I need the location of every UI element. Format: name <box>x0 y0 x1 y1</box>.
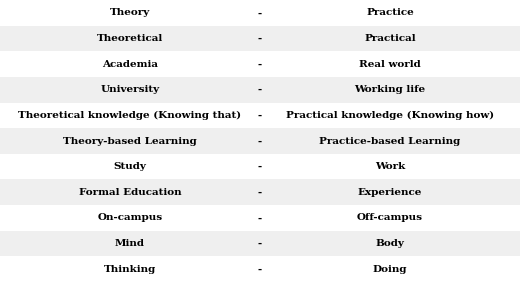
Bar <box>0 179 520 205</box>
Text: Doing: Doing <box>373 265 407 274</box>
Text: -: - <box>258 265 262 274</box>
Text: Study: Study <box>113 162 147 171</box>
Text: -: - <box>258 8 262 17</box>
Text: Real world: Real world <box>359 60 421 69</box>
Text: Body: Body <box>375 239 405 248</box>
Text: -: - <box>258 162 262 171</box>
Text: Thinking: Thinking <box>104 265 156 274</box>
Text: University: University <box>100 85 160 94</box>
Text: -: - <box>258 60 262 69</box>
Text: Practice: Practice <box>366 8 414 17</box>
Text: Working life: Working life <box>355 85 425 94</box>
Bar <box>0 77 520 103</box>
Text: -: - <box>258 85 262 94</box>
Text: Experience: Experience <box>358 188 422 197</box>
Text: -: - <box>258 213 262 222</box>
Text: Theory: Theory <box>110 8 150 17</box>
Text: Mind: Mind <box>115 239 145 248</box>
Text: Theory-based Learning: Theory-based Learning <box>63 136 197 146</box>
Text: Theoretical knowledge (Knowing that): Theoretical knowledge (Knowing that) <box>18 111 242 120</box>
Text: -: - <box>258 111 262 120</box>
Bar <box>0 231 520 256</box>
Text: Practical knowledge (Knowing how): Practical knowledge (Knowing how) <box>286 111 494 120</box>
Text: -: - <box>258 188 262 197</box>
Text: Formal Education: Formal Education <box>79 188 181 197</box>
Text: Theoretical: Theoretical <box>97 34 163 43</box>
Text: -: - <box>258 136 262 146</box>
Bar <box>0 26 520 51</box>
Text: -: - <box>258 239 262 248</box>
Text: Off-campus: Off-campus <box>357 213 423 222</box>
Text: On-campus: On-campus <box>97 213 163 222</box>
Text: -: - <box>258 34 262 43</box>
Text: Practical: Practical <box>364 34 416 43</box>
Text: Work: Work <box>375 162 405 171</box>
Text: Practice-based Learning: Practice-based Learning <box>319 136 461 146</box>
Text: Academia: Academia <box>102 60 158 69</box>
Bar <box>0 128 520 154</box>
